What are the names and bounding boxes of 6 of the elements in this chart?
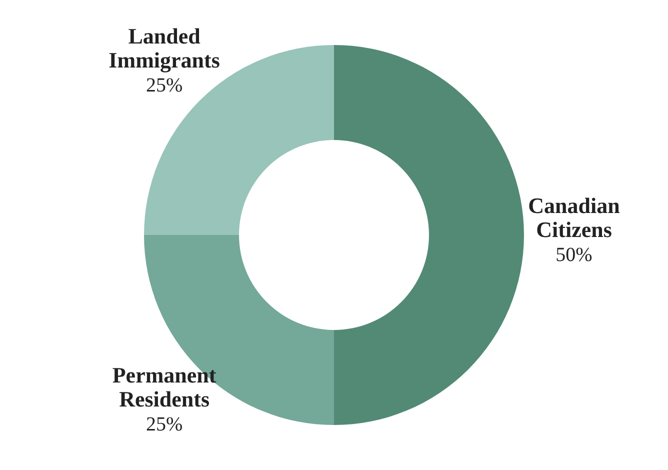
slice-label: Canadian Citizens [528,193,620,242]
data-label: 50% [556,244,592,266]
slice-label: Landed Immigrants [108,23,220,72]
donut-slice [334,45,524,425]
data-label: 25% [146,74,183,96]
data-label: 25% [146,414,183,436]
